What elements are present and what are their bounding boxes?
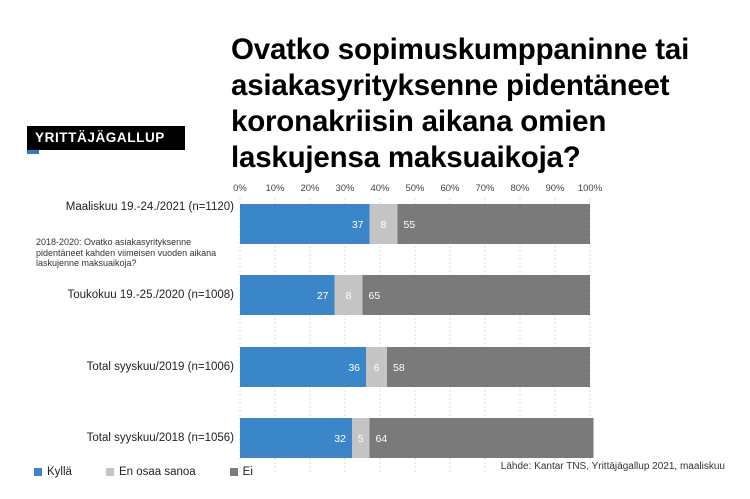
- bar-segment: [387, 347, 590, 387]
- x-tick-label: 0%: [233, 183, 247, 194]
- category-label: Total syyskuu/2019 (n=1006): [86, 361, 234, 373]
- x-tick-label: 50%: [405, 183, 425, 194]
- x-tick-label: 20%: [300, 183, 320, 194]
- legend-label-kylla: Kyllä: [47, 466, 72, 478]
- data-label: 37: [352, 219, 364, 231]
- brand-logo: YRITTÄJÄGALLUP: [27, 126, 185, 150]
- data-label: 27: [317, 290, 329, 302]
- data-label: 6: [374, 362, 380, 374]
- data-label: 8: [381, 219, 387, 231]
- legend-item-kylla: Kyllä: [34, 466, 72, 478]
- bar-segment: [369, 204, 398, 244]
- bar-segment: [240, 418, 352, 458]
- x-tick-label: 40%: [370, 183, 390, 194]
- legend-swatch-en-osaa-sanoa: [105, 468, 114, 476]
- legend-swatch-ei: [229, 468, 238, 476]
- x-tick-label: 70%: [475, 183, 495, 194]
- x-tick-label: 30%: [335, 183, 355, 194]
- source-note: Lähde: Kantar TNS, Yrittäjägallup 2021, …: [500, 461, 725, 472]
- bar-segment: [352, 418, 370, 458]
- x-tick-label: 80%: [510, 183, 530, 194]
- category-label: Toukokuu 19.-25./2020 (n=1008): [67, 289, 234, 301]
- bar-segment: [369, 418, 594, 458]
- legend-item-en-osaa-sanoa: En osaa sanoa: [105, 466, 196, 478]
- bar-segment: [362, 275, 590, 315]
- data-label: 5: [358, 433, 364, 445]
- legend-label-ei: Ei: [242, 466, 253, 478]
- category-label: Total syyskuu/2018 (n=1056): [86, 432, 234, 444]
- bar-segment: [366, 347, 387, 387]
- bar-segment: [334, 275, 363, 315]
- data-label: 32: [334, 433, 346, 445]
- x-tick-label: 60%: [440, 183, 460, 194]
- brand-accent: [27, 150, 39, 154]
- data-label: 64: [376, 433, 388, 445]
- data-label: 58: [393, 362, 405, 374]
- x-tick-label: 100%: [578, 183, 603, 194]
- question-note: 2018-2020: Ovatko asiakasyrityksenne pid…: [36, 237, 217, 268]
- chart-legend: Kyllä En osaa sanoa Ei: [34, 466, 253, 478]
- bar-segment: [240, 204, 370, 244]
- data-label: 55: [404, 219, 416, 231]
- legend-label-en-osaa-sanoa: En osaa sanoa: [118, 466, 196, 478]
- bar-segment: [240, 347, 366, 387]
- bar-segment: [240, 275, 335, 315]
- data-label: 36: [348, 362, 360, 374]
- x-tick-label: 10%: [265, 183, 285, 194]
- data-label: 8: [346, 290, 352, 302]
- chart-title: Ovatko sopimuskumppaninne tai asiakasyri…: [231, 33, 690, 174]
- data-label: 65: [369, 290, 381, 302]
- legend-swatch-kylla: [34, 468, 42, 476]
- x-tick-label: 90%: [545, 183, 565, 194]
- category-label: Maaliskuu 19.-24./2021 (n=1120): [65, 201, 234, 213]
- legend-item-ei: Ei: [229, 466, 253, 478]
- bar-segment: [397, 204, 590, 244]
